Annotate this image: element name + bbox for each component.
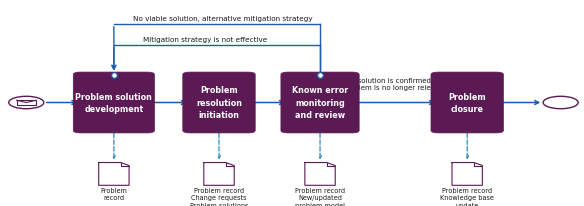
Polygon shape: [204, 163, 234, 185]
Circle shape: [543, 97, 578, 109]
Polygon shape: [99, 163, 129, 185]
Text: Problem record
New/updated
problem model: Problem record New/updated problem model: [295, 187, 345, 206]
Text: Mitigation strategy is not effective: Mitigation strategy is not effective: [143, 37, 267, 43]
Polygon shape: [452, 163, 482, 185]
FancyBboxPatch shape: [183, 73, 255, 133]
FancyBboxPatch shape: [281, 73, 359, 133]
Text: Problem
resolution
initiation: Problem resolution initiation: [196, 86, 242, 120]
Text: Problem record
Change requests
Problem solutions: Problem record Change requests Problem s…: [190, 187, 248, 206]
Text: Problem solution
development: Problem solution development: [75, 92, 152, 114]
FancyBboxPatch shape: [74, 73, 154, 133]
Text: Problem record
Knowledge base
update: Problem record Knowledge base update: [440, 187, 494, 206]
FancyBboxPatch shape: [431, 73, 503, 133]
Polygon shape: [305, 163, 335, 185]
Text: Known error
monitoring
and review: Known error monitoring and review: [292, 86, 348, 120]
Text: Problem
closure: Problem closure: [449, 92, 486, 114]
Text: Resolution is confirmed or
problem is no longer relevant: Resolution is confirmed or problem is no…: [343, 77, 447, 91]
Text: Problem
record: Problem record: [100, 187, 127, 200]
Text: No viable solution, alternative mitigation strategy: No viable solution, alternative mitigati…: [133, 16, 312, 22]
Circle shape: [9, 97, 44, 109]
